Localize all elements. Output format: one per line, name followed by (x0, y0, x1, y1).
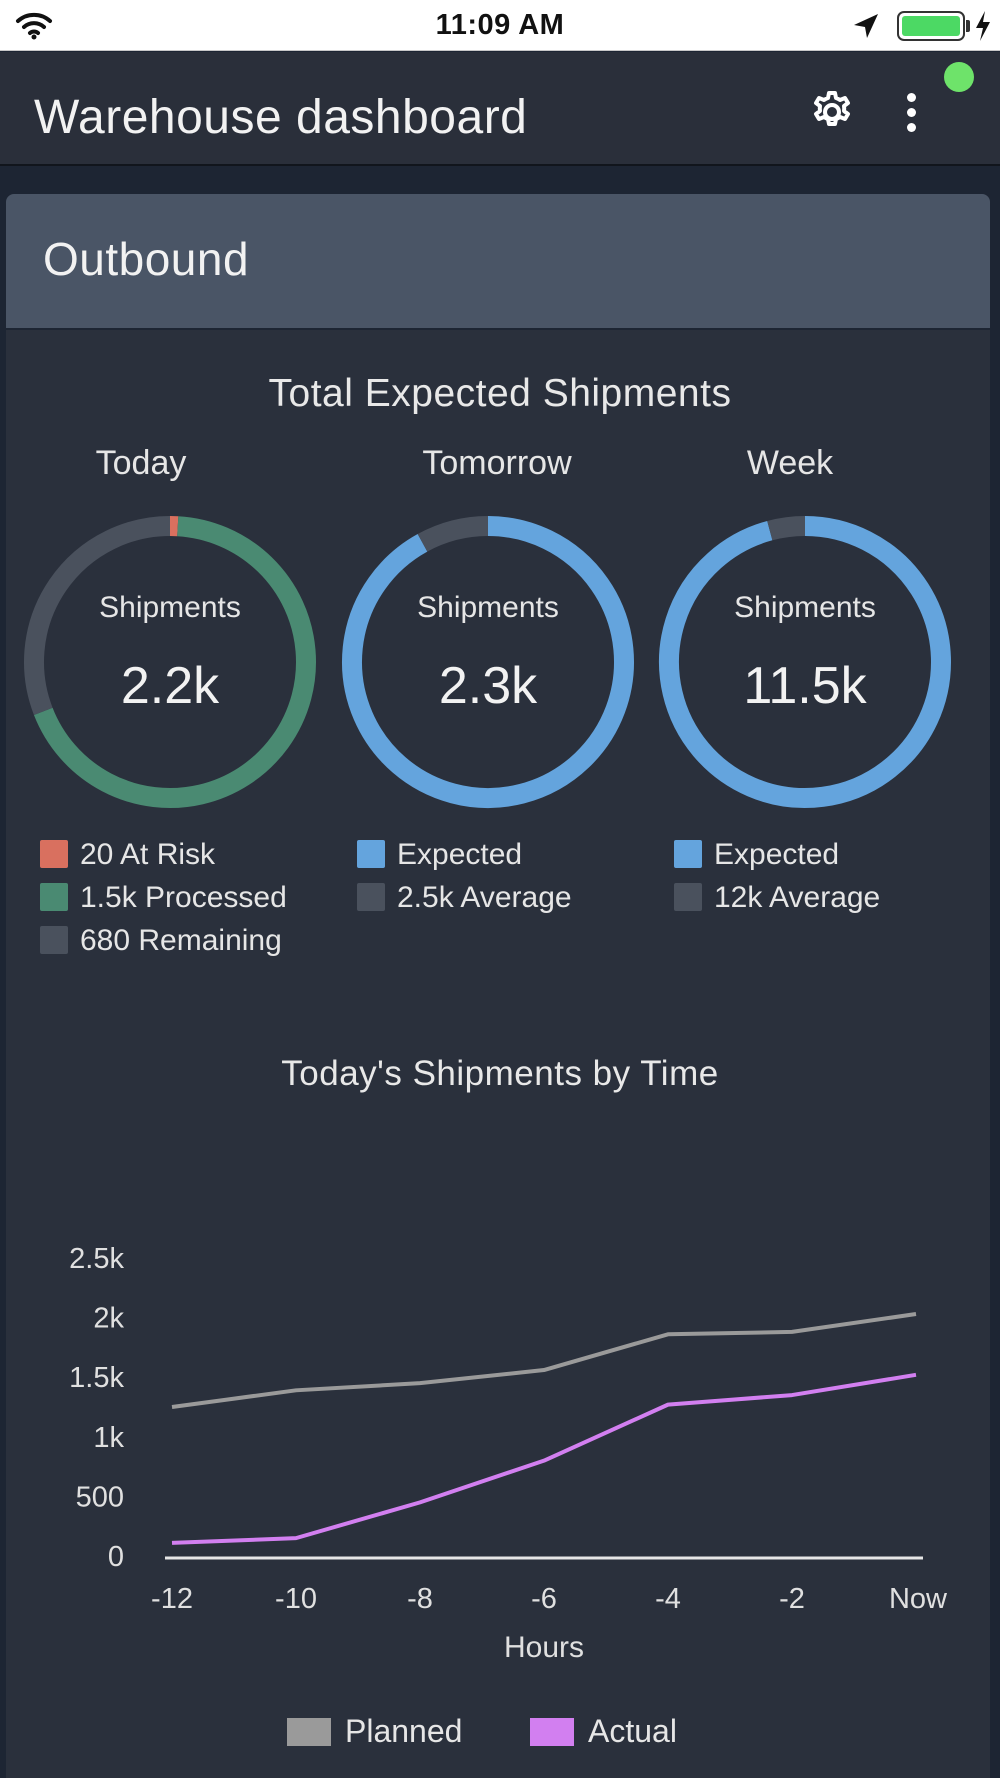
x-tick-label: Now (889, 1583, 948, 1615)
donut-caption-today: Shipments (99, 591, 241, 624)
chart-title: Today's Shipments by Time (281, 1054, 719, 1093)
donut-segment-expected (342, 516, 634, 808)
legend-swatch (40, 840, 68, 868)
app-header: Warehouse dashboard (0, 52, 1000, 166)
donut-label-week: Week (746, 444, 834, 482)
summary-title: Total Expected Shipments (268, 372, 732, 415)
y-tick-label: 1.5k (69, 1362, 124, 1394)
more-options-icon[interactable] (896, 88, 926, 136)
legend-swatch (287, 1718, 331, 1746)
legend-item-expected-tomorrow: Expected (357, 838, 522, 872)
x-tick-label: -10 (275, 1583, 317, 1615)
legend-label: Expected (397, 838, 523, 871)
x-tick-label: -8 (407, 1583, 433, 1615)
legend-label: Planned (345, 1713, 463, 1749)
donut-caption-week: Shipments (734, 591, 876, 624)
chart-legend-planned: Planned (287, 1713, 462, 1750)
battery-nub (966, 20, 970, 32)
legend-label: 2.5k Average (397, 881, 572, 914)
legend-label: 20 At Risk (80, 838, 216, 871)
donut-value-tomorrow: 2.3k (438, 657, 538, 715)
donut-segment-expected (659, 516, 951, 808)
x-tick-label: -2 (779, 1583, 805, 1615)
legend-swatch (357, 883, 385, 911)
donut-chart-today (24, 516, 316, 808)
donut-segment-average (417, 516, 489, 552)
donut-value-today: 2.2k (120, 657, 220, 715)
battery-icon (897, 11, 965, 41)
legend-label: Expected (714, 838, 840, 871)
legend-swatch (674, 883, 702, 911)
legend-item-processed: 1.5k Processed (40, 881, 287, 915)
donut-segment-processed (33, 516, 316, 808)
donut-value-week: 11.5k (743, 657, 867, 715)
donut-label-today: Today (95, 444, 187, 482)
donut-chart-tomorrow (342, 516, 634, 808)
legend-label: 12k Average (714, 881, 881, 914)
x-axis-title: Hours (504, 1631, 584, 1660)
y-tick-label: 2.5k (69, 1243, 124, 1275)
x-tick-label: -6 (531, 1583, 557, 1615)
card-body (6, 330, 990, 1778)
online-status-indicator (944, 62, 974, 92)
legend-item-average-week: 12k Average (674, 881, 880, 915)
location-arrow-icon (854, 14, 878, 38)
y-tick-label: 2k (93, 1303, 124, 1335)
legend-item-remaining: 680 Remaining (40, 924, 282, 958)
series-line-actual (171, 1372, 917, 1545)
legend-swatch (357, 840, 385, 868)
donut-segment-average (767, 516, 806, 541)
legend-swatch (40, 883, 68, 911)
series-line-planned (171, 1312, 917, 1409)
y-tick-label: 1k (93, 1422, 124, 1454)
donut-caption-tomorrow: Shipments (417, 591, 559, 624)
legend-item-at-risk: 20 At Risk (40, 838, 215, 872)
legend-item-expected-week: Expected (674, 838, 839, 872)
y-tick-label: 500 (76, 1481, 124, 1513)
line-chart: 0 500 1k 1.5k 2k 2.5k -12 -10 -8 -6 -4 -2 Now Hours (69, 1243, 948, 1660)
legend-label: 1.5k Processed (80, 881, 287, 914)
y-tick-label: 0 (108, 1541, 124, 1573)
page-title: Warehouse dashboard (34, 91, 528, 144)
legend-label: Actual (588, 1713, 677, 1749)
charging-bolt-icon (976, 11, 990, 41)
legend-label: 680 Remaining (80, 924, 282, 957)
donut-segment-remaining (24, 516, 171, 715)
legend-item-average-tomorrow: 2.5k Average (357, 881, 572, 915)
donut-label-tomorrow: Tomorrow (422, 444, 572, 482)
wifi-icon (16, 12, 52, 40)
chart-legend-actual: Actual (530, 1713, 677, 1750)
status-bar: 11:09 AM (0, 0, 1000, 51)
legend-swatch (530, 1718, 574, 1746)
donut-chart-week (659, 516, 951, 808)
legend-swatch (40, 926, 68, 954)
x-tick-label: -4 (655, 1583, 681, 1615)
legend-swatch (674, 840, 702, 868)
x-tick-label: -12 (151, 1583, 193, 1615)
card-header: Outbound (6, 194, 990, 328)
gear-icon[interactable] (808, 88, 856, 136)
card-title: Outbound (43, 233, 250, 285)
status-time: 11:09 AM (435, 9, 565, 41)
